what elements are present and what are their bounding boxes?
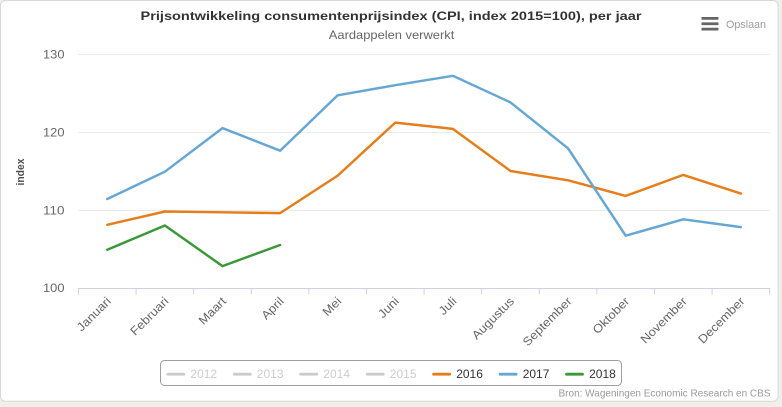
- svg-text:100: 100: [43, 281, 65, 295]
- svg-text:Prijsontwikkeling consumentenp: Prijsontwikkeling consumentenprijsindex …: [141, 9, 642, 23]
- svg-text:Opslaan: Opslaan: [726, 19, 766, 31]
- svg-text:Aardappelen verwerkt: Aardappelen verwerkt: [329, 28, 455, 42]
- svg-text:2018: 2018: [589, 367, 616, 381]
- svg-text:Bron: Wageningen Economic Rese: Bron: Wageningen Economic Research en CB…: [559, 387, 771, 399]
- svg-text:2016: 2016: [456, 367, 483, 381]
- svg-text:2017: 2017: [523, 367, 550, 381]
- svg-text:2015: 2015: [390, 367, 417, 381]
- svg-text:120: 120: [43, 126, 65, 140]
- svg-text:2013: 2013: [257, 367, 284, 381]
- svg-text:110: 110: [43, 203, 65, 217]
- svg-text:index: index: [15, 158, 27, 186]
- svg-text:2012: 2012: [190, 367, 217, 381]
- svg-text:2014: 2014: [323, 367, 350, 381]
- svg-text:130: 130: [43, 48, 65, 62]
